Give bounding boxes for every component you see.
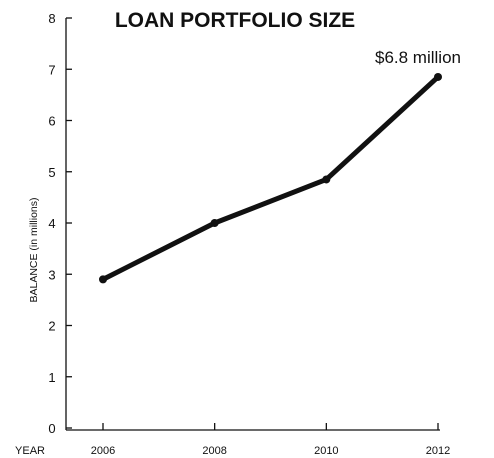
x-tick-label: 2006	[91, 445, 115, 457]
series-line	[100, 74, 441, 282]
x-axis-label: YEAR	[15, 445, 45, 457]
data-point	[210, 219, 219, 227]
y-tick-label: 0	[48, 421, 55, 436]
y-tick-label: 8	[48, 11, 55, 26]
y-tick-label: 4	[48, 216, 55, 231]
x-tick-label: 2008	[202, 445, 226, 457]
x-tick-label: 2012	[426, 445, 450, 457]
data-point	[434, 72, 442, 81]
x-axis: 2006 2008 2010 2012	[66, 423, 450, 457]
y-tick-label: 7	[48, 62, 55, 77]
y-tick-label: 2	[48, 319, 55, 334]
x-tick-label: 2010	[314, 445, 338, 457]
y-tick-label: 6	[48, 114, 55, 129]
annotation-final-value: $6.8 million	[375, 48, 461, 67]
y-tick-label: 1	[48, 370, 55, 385]
chart-title: LOAN PORTFOLIO SIZE	[115, 9, 355, 32]
y-tick-label: 5	[48, 165, 55, 180]
series-group	[99, 72, 442, 284]
y-tick-label: 3	[48, 267, 55, 282]
data-point	[322, 175, 331, 184]
y-axis: 0 1 2 3 4 5 6 7 8	[48, 11, 72, 436]
y-axis-label: BALANCE (in millions)	[28, 197, 40, 302]
data-point	[99, 275, 107, 284]
